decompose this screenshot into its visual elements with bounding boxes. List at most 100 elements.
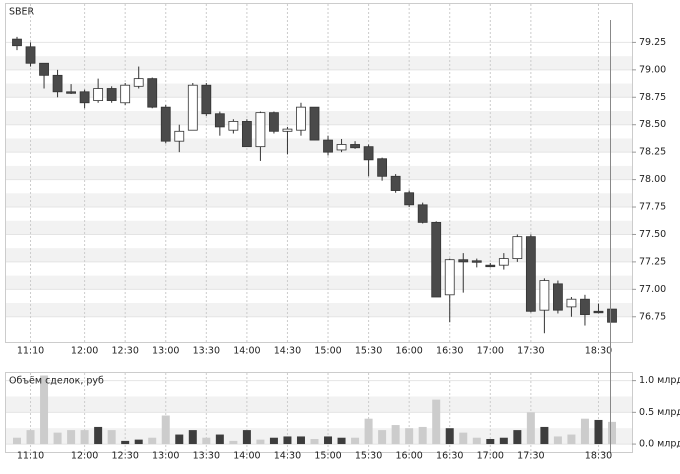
y-tick-label: 78.50 [639, 119, 666, 130]
x-tick-label: 16:30 [436, 346, 463, 357]
volume-bar [229, 440, 238, 445]
candle-body [255, 112, 266, 148]
candle-body [25, 46, 36, 64]
volume-bar [608, 421, 616, 445]
x-tick-label: 17:30 [517, 346, 544, 357]
volume-title: Объём сделок, руб [9, 376, 104, 387]
x-tick-label: 15:00 [314, 346, 341, 357]
volume-bar [215, 434, 224, 445]
x-tick-label: 14:00 [233, 451, 260, 462]
candle-body [417, 204, 428, 223]
candle-body [607, 308, 617, 323]
volume-bar [391, 425, 400, 445]
volume-bar [269, 437, 278, 445]
volume-bar [580, 418, 589, 445]
candle-body [52, 74, 63, 93]
candle-body [93, 88, 104, 101]
x-tick-label: 12:00 [71, 451, 98, 462]
candle-body [350, 144, 360, 149]
x-tick-label: 13:30 [193, 451, 220, 462]
volume-bar [94, 426, 103, 445]
candle-body [323, 139, 333, 153]
volume-bar [432, 399, 441, 445]
grid-band [6, 248, 632, 262]
candle-body [539, 280, 550, 311]
candle-body [201, 84, 212, 115]
candle-body [431, 221, 442, 298]
x-tick-label: 13:00 [152, 346, 179, 357]
candle-body [228, 121, 239, 131]
candle-body [498, 258, 509, 266]
candle-body [580, 298, 590, 315]
volume-bar [594, 419, 603, 445]
x-tick-label: 14:30 [274, 451, 301, 462]
x-tick-label: 17:00 [477, 451, 504, 462]
x-tick-label: 15:30 [355, 346, 382, 357]
candle-body [566, 298, 577, 308]
candle-body [269, 112, 279, 132]
x-tick-label: 15:00 [314, 451, 341, 462]
grid-band [6, 220, 632, 235]
volume-bar [526, 412, 535, 445]
x-tick-label: 12:30 [111, 346, 138, 357]
candle-body [214, 113, 225, 128]
candle-body [377, 158, 388, 177]
candle-body [160, 106, 171, 142]
volume-bar [256, 439, 265, 445]
volume-bar [121, 440, 130, 445]
grid-band [6, 83, 632, 98]
grid-band [6, 165, 632, 180]
x-tick-label: 14:30 [274, 346, 301, 357]
x-tick-label: 16:00 [395, 346, 422, 357]
volume-bar [13, 437, 21, 445]
candle-body [444, 259, 455, 296]
volume-bar [188, 430, 197, 445]
candle-body [336, 144, 347, 151]
y-tick-label: 76.75 [639, 311, 666, 322]
volume-bar [175, 434, 184, 445]
candle-body [39, 62, 49, 76]
volume-bar [364, 418, 373, 445]
volume-bar [445, 428, 454, 445]
candle-body [471, 260, 482, 263]
volume-bar [202, 437, 211, 445]
candle-body [174, 130, 185, 142]
x-tick-label: 11:10 [17, 346, 44, 357]
candle-body [553, 283, 563, 311]
volume-bar [40, 375, 49, 445]
candle-body [309, 106, 320, 141]
volume-bar [134, 439, 143, 445]
volume-bar [242, 430, 251, 445]
volume-bar [324, 436, 333, 445]
y-tick-label: 0.5 млрд [639, 407, 680, 418]
candle-body [79, 91, 90, 104]
volume-bar [499, 437, 508, 445]
volume-bar [67, 430, 76, 445]
x-tick-label: 14:00 [233, 346, 260, 357]
candle-body [106, 88, 117, 101]
volume-bar [513, 430, 522, 445]
x-tick-label: 12:30 [111, 451, 138, 462]
volume-bar [337, 437, 346, 445]
y-tick-label: 77.50 [639, 229, 666, 240]
candle-body [187, 84, 198, 131]
candle-body [458, 259, 469, 263]
grid-band [6, 193, 632, 208]
y-tick-label: 0.0 млрд [639, 439, 680, 450]
candle-body [296, 106, 306, 131]
volume-bar [107, 430, 116, 445]
volume-bar [459, 432, 468, 445]
y-tick-label: 77.75 [639, 202, 666, 213]
x-tick-label: 16:00 [395, 451, 422, 462]
x-tick-label: 17:00 [477, 346, 504, 357]
volume-bar [161, 415, 170, 445]
x-tick-label: 11:10 [17, 451, 44, 462]
volume-bar [540, 426, 549, 445]
candle-body [147, 78, 158, 108]
grid-band [6, 138, 632, 153]
candle-body [12, 38, 22, 47]
x-tick-label: 16:30 [436, 451, 463, 462]
candle-body [485, 264, 496, 268]
candle-body [390, 175, 401, 191]
y-tick-label: 78.75 [639, 92, 666, 103]
